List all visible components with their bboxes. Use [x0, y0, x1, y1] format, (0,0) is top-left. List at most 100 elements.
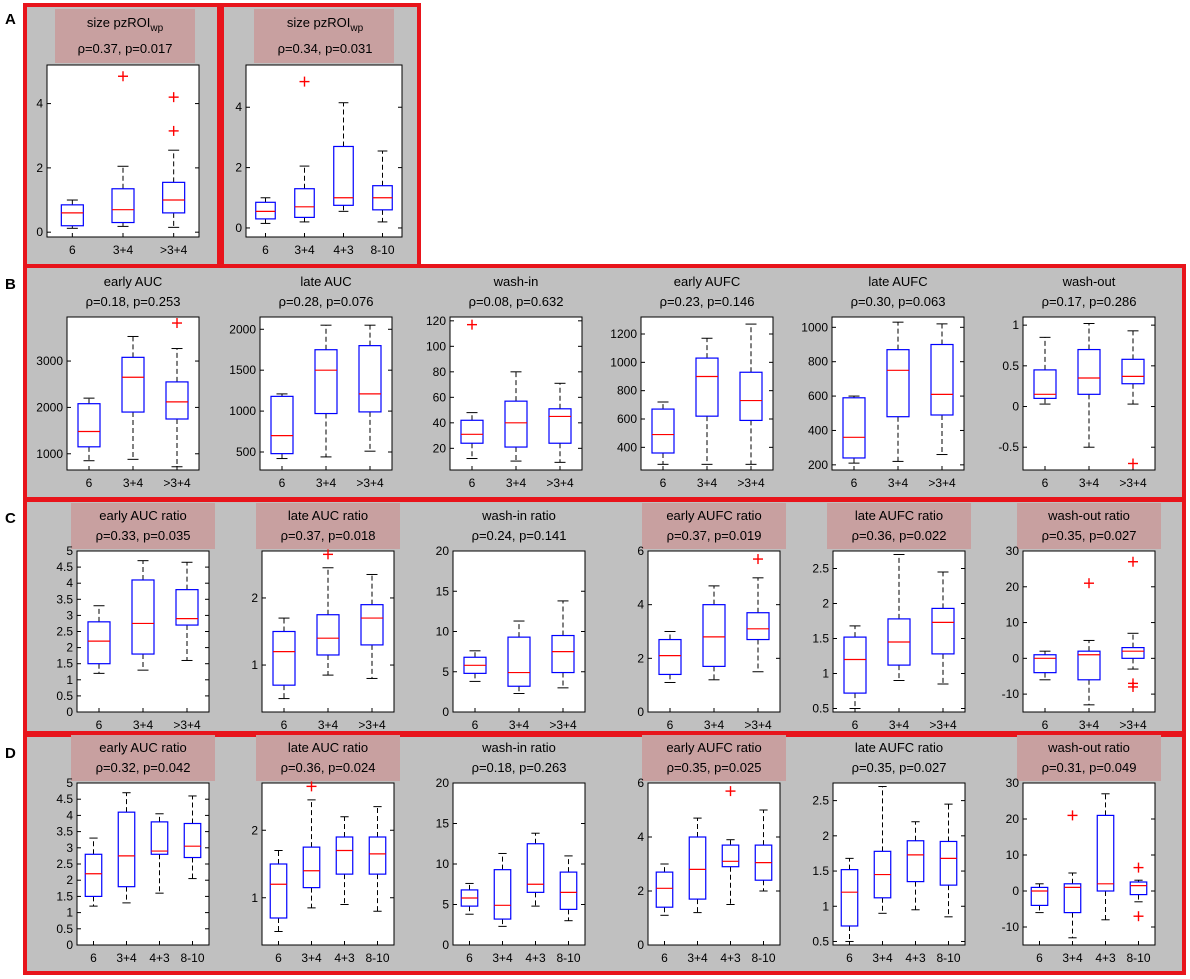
- x-tick-label: 4+3: [334, 951, 355, 965]
- y-tick-label: 0: [442, 705, 449, 719]
- outlier-marker: [1128, 681, 1138, 692]
- y-tick-label: 3.5: [56, 825, 73, 839]
- y-tick-label: 200: [808, 458, 828, 472]
- iqr-box: [842, 397, 866, 459]
- y-tick-label: 40: [433, 416, 447, 430]
- x-tick-label: 3+4: [509, 718, 530, 732]
- box-3+4: [688, 817, 707, 914]
- outlier-marker: [1067, 810, 1078, 821]
- y-tick-label: 30: [1006, 544, 1020, 558]
- x-tick-label: 8-10: [556, 951, 580, 965]
- x-tick-label: 6: [1036, 951, 1043, 965]
- x-tick-label: 6: [1042, 476, 1049, 490]
- y-tick-label: 4: [36, 97, 43, 111]
- plot-area: [452, 782, 586, 946]
- panel-title: early AUC: [104, 274, 163, 289]
- y-tick-label: 6: [637, 776, 644, 790]
- panel-stats: ρ=0.37, p=0.017: [78, 41, 173, 56]
- y-tick-label: 2: [36, 161, 43, 175]
- y-tick-label: 2: [66, 873, 73, 887]
- iqr-box: [1063, 883, 1082, 914]
- box-3+4: [1077, 323, 1101, 448]
- y-tick-label: 400: [617, 440, 637, 454]
- iqr-box: [504, 400, 528, 448]
- iqr-box: [551, 634, 575, 674]
- panel-stats: ρ=0.33, p=0.035: [96, 528, 191, 543]
- iqr-box: [1030, 886, 1049, 907]
- box-3+4: [887, 554, 911, 681]
- iqr-box: [843, 636, 867, 694]
- iqr-box: [368, 836, 387, 875]
- y-tick-label: 800: [617, 384, 637, 398]
- plot-area: [46, 64, 200, 238]
- y-tick-label: 1200: [610, 327, 637, 341]
- box->3+4: [165, 318, 189, 468]
- box-6: [1033, 650, 1057, 681]
- iqr-box: [183, 822, 202, 859]
- y-tick-label: 20: [436, 544, 450, 558]
- iqr-box: [526, 843, 545, 893]
- iqr-box: [87, 621, 111, 665]
- iqr-box: [121, 356, 145, 413]
- panel-title: size pzROIwp: [87, 15, 164, 34]
- section-letter-d: D: [5, 745, 16, 762]
- panel-title: wash-out: [1062, 274, 1116, 289]
- x-tick-label: 6: [661, 951, 668, 965]
- y-tick-label: 1: [66, 906, 73, 920]
- x-tick-label: 4+3: [720, 951, 741, 965]
- box-3+4: [1063, 810, 1082, 939]
- box-4+3: [721, 786, 740, 905]
- outlier-marker: [1133, 862, 1144, 873]
- panel-stats: ρ=0.31, p=0.049: [1042, 760, 1137, 775]
- iqr-box: [150, 821, 169, 855]
- iqr-box: [333, 145, 354, 206]
- x-tick-label: 6: [279, 476, 286, 490]
- iqr-box: [493, 869, 512, 920]
- iqr-box: [1077, 348, 1101, 395]
- outlier-marker: [168, 92, 179, 103]
- y-tick-label: 0: [442, 938, 449, 952]
- box-8-10: [939, 803, 958, 918]
- iqr-box: [314, 349, 338, 415]
- panel-stats: ρ=0.36, p=0.024: [281, 760, 376, 775]
- section-c-frame: [23, 498, 1186, 735]
- plot-area: [245, 64, 403, 238]
- x-tick-label: 3+4: [1079, 718, 1100, 732]
- box-8-10: [372, 150, 393, 223]
- iqr-box: [507, 636, 531, 687]
- outlier-marker: [725, 786, 736, 797]
- box->3+4: [551, 600, 575, 689]
- y-tick-label: 1500: [229, 363, 256, 377]
- iqr-box: [255, 201, 276, 220]
- x-tick-label: 3+4: [301, 951, 322, 965]
- panel-stats: ρ=0.23, p=0.146: [660, 294, 755, 309]
- box-3+4: [1077, 578, 1101, 706]
- box->3+4: [358, 324, 382, 452]
- y-tick-label: 1: [822, 667, 829, 681]
- x-tick-label: 4+3: [1095, 951, 1116, 965]
- box-6: [270, 393, 294, 460]
- box-6: [460, 882, 479, 915]
- y-tick-label: 1000: [229, 404, 256, 418]
- x-tick-label: 3+4: [316, 476, 337, 490]
- x-tick-label: 6: [469, 476, 476, 490]
- y-tick-label: 30: [1006, 776, 1020, 790]
- x-tick-label: 4+3: [149, 951, 170, 965]
- panel-b4: early AUFC ρ=0.23, p=0.146 400 600 800 1000 12…: [610, 274, 774, 490]
- panel-stats: ρ=0.18, p=0.263: [472, 760, 567, 775]
- panel-stats: ρ=0.37, p=0.018: [281, 528, 376, 543]
- panel-b1: early AUC ρ=0.18, p=0.253 1000 2000 3000 6 3+4…: [36, 274, 200, 490]
- title-highlight: [55, 9, 195, 63]
- y-tick-label: 0: [1012, 400, 1019, 414]
- panel-stats: ρ=0.18, p=0.253: [86, 294, 181, 309]
- x-tick-label: 8-10: [936, 951, 960, 965]
- outlier-marker: [306, 781, 317, 792]
- box-6: [84, 837, 103, 907]
- iqr-box: [1033, 369, 1057, 399]
- x-tick-label: >3+4: [173, 718, 201, 732]
- iqr-box: [302, 846, 321, 889]
- title-highlight: [71, 503, 215, 549]
- y-tick-label: 20: [433, 441, 447, 455]
- panel-stats: ρ=0.24, p=0.141: [472, 528, 567, 543]
- x-tick-label: 3+4: [1079, 476, 1100, 490]
